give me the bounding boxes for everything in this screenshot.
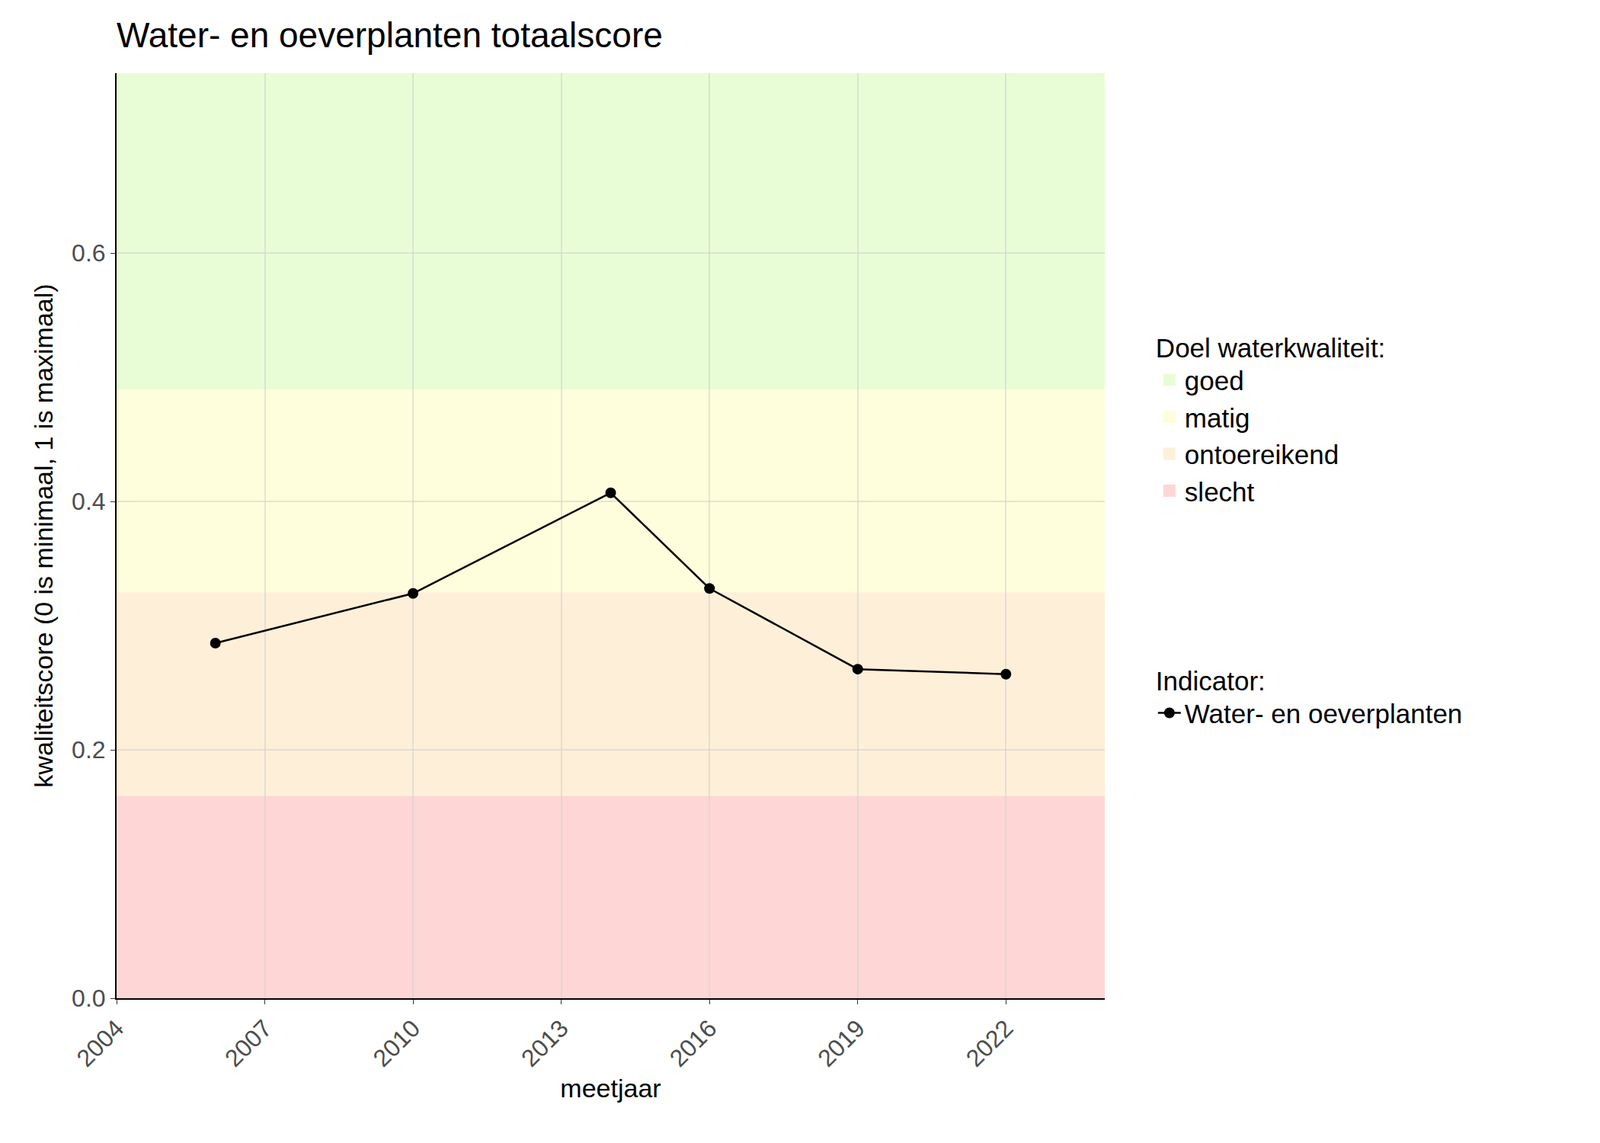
svg-text:0.0: 0.0 [71,984,106,1012]
svg-text:2019: 2019 [812,1014,871,1072]
svg-text:Water- en oeverplanten: Water- en oeverplanten [1184,698,1463,729]
svg-text:Water- en oeverplanten totaals: Water- en oeverplanten totaalscore [116,15,663,55]
svg-text:2013: 2013 [515,1014,574,1072]
svg-text:kwaliteitscore (0 is minimaal,: kwaliteitscore (0 is minimaal, 1 is maxi… [28,283,58,788]
svg-text:Indicator:: Indicator: [1155,665,1266,696]
svg-text:2010: 2010 [368,1014,426,1072]
svg-text:matig: matig [1184,403,1251,433]
svg-text:ontoereikend: ontoereikend [1184,439,1339,470]
svg-text:0.6: 0.6 [71,239,106,267]
svg-text:goed: goed [1184,365,1245,396]
svg-text:Doel waterkwaliteit:: Doel waterkwaliteit: [1155,332,1386,363]
svg-text:2022: 2022 [960,1014,1019,1072]
svg-text:2007: 2007 [219,1014,278,1072]
svg-text:0.4: 0.4 [71,487,106,516]
svg-text:2004: 2004 [70,1014,129,1072]
svg-text:meetjaar: meetjaar [560,1073,661,1103]
svg-text:0.2: 0.2 [71,736,106,764]
svg-text:2016: 2016 [664,1014,723,1072]
svg-text:slecht: slecht [1184,476,1255,507]
